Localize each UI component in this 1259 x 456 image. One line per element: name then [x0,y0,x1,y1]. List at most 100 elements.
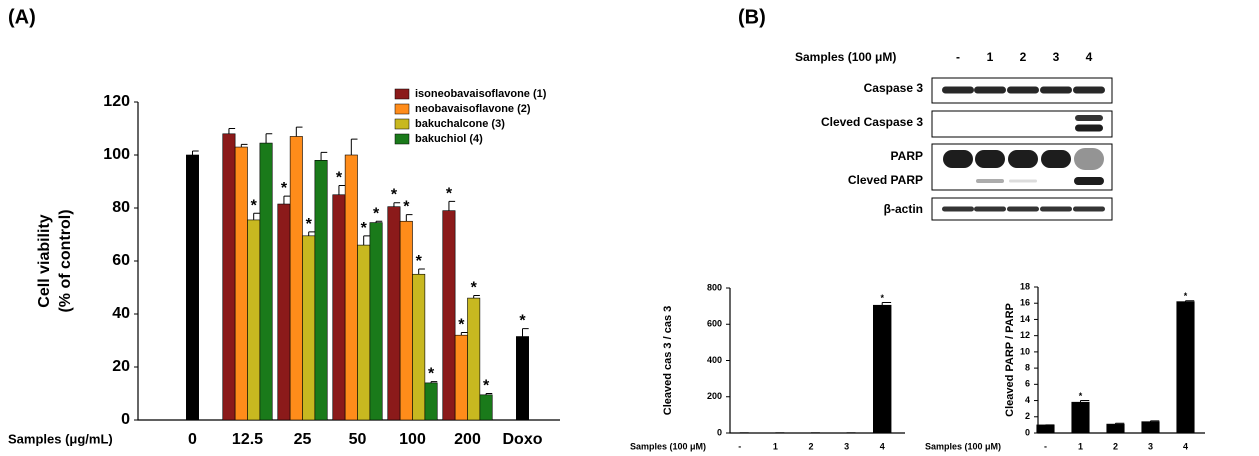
band [1073,207,1105,212]
legend-swatch [395,134,409,144]
x-tick-label: Doxo [503,431,543,448]
bar [516,337,528,420]
error-bar [339,185,345,194]
y-tick-label: 200 [707,391,722,401]
lane-label: - [956,50,960,64]
blot-row-label: PARP [891,149,923,163]
y-tick-label: 20 [112,358,130,375]
error-bar [449,201,455,210]
band [1073,87,1105,94]
error-bar [364,236,370,245]
error-bar [351,139,357,155]
x-tick-label: 12.5 [232,431,263,448]
bar [1037,425,1055,433]
bar [443,211,455,420]
bar [455,335,467,420]
significance: * [1184,291,1188,301]
bar [873,305,891,433]
bar [315,160,327,420]
blot-row-label: β-actin [884,202,923,216]
error-bar [284,196,290,204]
bar [480,395,492,420]
significance: * [1079,391,1083,401]
bar [1072,402,1090,433]
error-bar [241,144,247,147]
blot-row-label: Cleved Caspase 3 [821,115,923,129]
error-bar [193,151,199,155]
y-tick-label: 600 [707,319,722,329]
bar [413,274,425,420]
band [1008,150,1038,168]
legend-swatch [395,89,409,99]
y-tick-label: 60 [112,252,130,269]
bar [303,236,315,420]
bar [1142,422,1160,433]
bar [345,155,357,420]
band [942,87,974,94]
y-tick-label: 14 [1020,314,1030,324]
y-tick-label: 0 [1025,427,1030,437]
x-tick-label: 50 [349,431,367,448]
x-tick-label: - [1044,441,1047,451]
significance: * [519,313,526,330]
significance: * [880,293,884,303]
bar [260,143,272,420]
significance: * [306,216,313,233]
y-axis-title: Cleaved cas 3 / cas 3 [662,306,674,415]
y-tick-label: 800 [707,282,722,292]
bar [1177,302,1195,433]
significance: * [446,185,453,202]
error-bar [229,129,235,134]
y-axis-title: Cleaved PARP / PARP [1004,303,1016,417]
significance: * [361,220,368,237]
band [1074,177,1104,185]
legend-label: bakuchalcone (3) [415,118,505,130]
panel-label: (A) [8,6,36,28]
legend-swatch [395,104,409,114]
blot-row-label: Cleved PARP [848,173,923,187]
legend-swatch [395,119,409,129]
bar [248,220,260,420]
band [974,207,1006,212]
y-axis-title: (% of control) [57,209,74,312]
y-tick-label: 0 [717,427,722,437]
band [974,87,1006,94]
legend-label: neobavaisoflavone (2) [415,103,531,115]
y-tick-label: 12 [1020,330,1030,340]
lane-label: 3 [1053,50,1060,64]
legend-label: isoneobavaisoflavone (1) [415,88,547,100]
x-tick-label: 1 [773,441,778,451]
band [942,207,974,212]
x-tick-label: 4 [880,441,885,451]
band [1007,87,1039,94]
bar [290,136,302,420]
significance: * [391,187,398,204]
y-tick-label: 120 [103,93,130,110]
y-tick-label: 10 [1020,346,1030,356]
band [1007,207,1039,212]
blot-frame [932,111,1112,137]
x-tick-label: 3 [844,441,849,451]
significance: * [428,366,435,383]
x-tick-label: 100 [399,431,426,448]
x-tick-label: 2 [1113,441,1118,451]
lane-label: 1 [987,50,994,64]
bar [235,147,247,420]
band [1040,87,1072,94]
bar [468,298,480,420]
y-axis-title: Cell viability [36,214,53,307]
significance: * [458,317,465,334]
significance: * [373,205,380,222]
band [943,150,973,168]
bar [425,383,437,420]
band [975,150,1005,168]
y-tick-label: 6 [1025,379,1030,389]
y-tick-label: 400 [707,355,722,365]
y-tick-label: 80 [112,199,130,216]
bar [370,223,382,420]
x-axis-title: Samples (μg/mL) [8,431,113,446]
band [1009,180,1037,183]
y-tick-label: 2 [1025,411,1030,421]
legend-label: bakuchiol (4) [415,133,483,145]
band [1075,125,1103,132]
